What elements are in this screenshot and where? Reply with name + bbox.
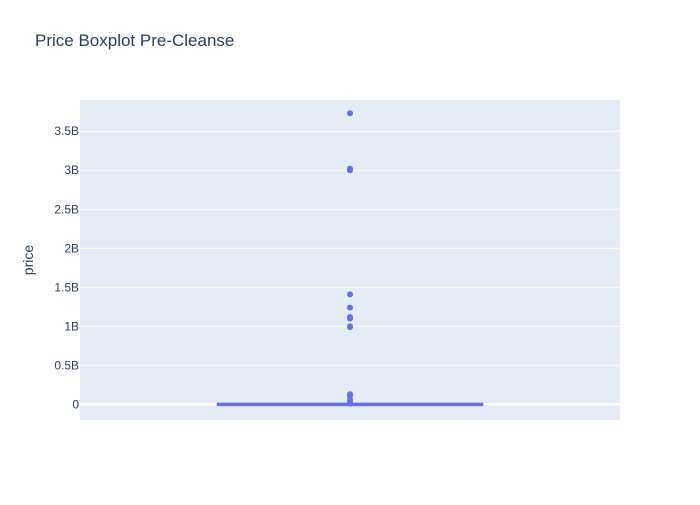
outlier-point: [347, 315, 353, 322]
outlier-point: [347, 167, 353, 174]
chart-title: Price Boxplot Pre-Cleanse: [35, 31, 235, 50]
y-tick-label: 2B: [64, 241, 79, 255]
y-axis-label: price: [20, 245, 36, 276]
y-tick-label: 2.5B: [54, 202, 79, 216]
y-tick-label: 1B: [64, 319, 79, 333]
y-tick-label: 1.5B: [54, 280, 79, 294]
y-tick-label: 3B: [64, 163, 79, 177]
outlier-point: [347, 304, 353, 311]
outlier-point: [347, 291, 353, 298]
y-tick-label: 0.5B: [54, 358, 79, 372]
y-tick-label: 0: [72, 397, 79, 411]
outlier-point: [347, 324, 353, 331]
outlier-point: [347, 400, 353, 407]
plot-area: [80, 100, 620, 420]
y-tick-label: 3.5B: [54, 124, 79, 138]
outlier-point: [347, 110, 353, 117]
